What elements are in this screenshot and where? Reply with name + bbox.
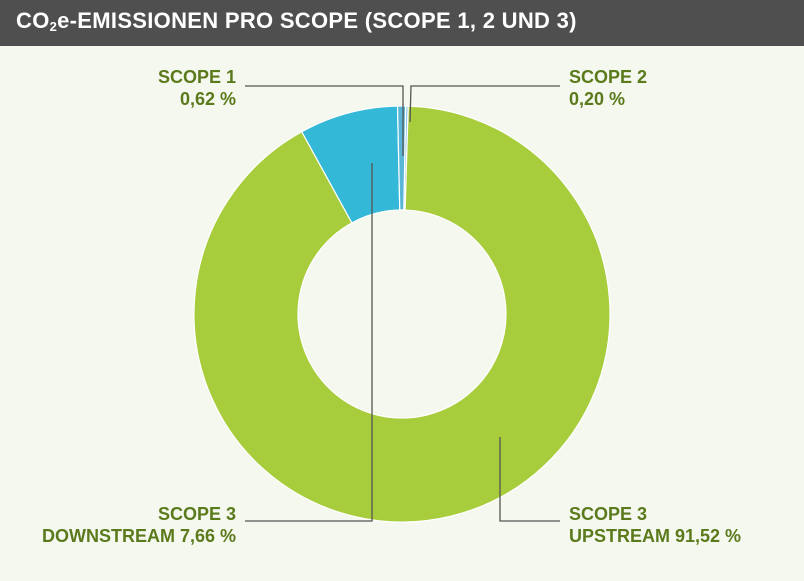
label-scope3-downstream-name: SCOPE 3 <box>42 503 236 525</box>
label-scope3-downstream-value: DOWNSTREAM 7,66 % <box>42 525 236 547</box>
label-scope1-value: 0,62 % <box>158 88 236 110</box>
label-scope1-name: SCOPE 1 <box>158 66 236 88</box>
label-scope2: SCOPE 2 0,20 % <box>569 66 647 110</box>
label-scope3-upstream-value: UPSTREAM 91,52 % <box>569 525 741 547</box>
label-scope2-name: SCOPE 2 <box>569 66 647 88</box>
label-scope2-value: 0,20 % <box>569 88 647 110</box>
label-scope3-upstream-name: SCOPE 3 <box>569 503 741 525</box>
label-scope1: SCOPE 1 0,62 % <box>158 66 236 110</box>
label-scope3-downstream: SCOPE 3 DOWNSTREAM 7,66 % <box>42 503 236 547</box>
label-scope3-upstream: SCOPE 3 UPSTREAM 91,52 % <box>569 503 741 547</box>
